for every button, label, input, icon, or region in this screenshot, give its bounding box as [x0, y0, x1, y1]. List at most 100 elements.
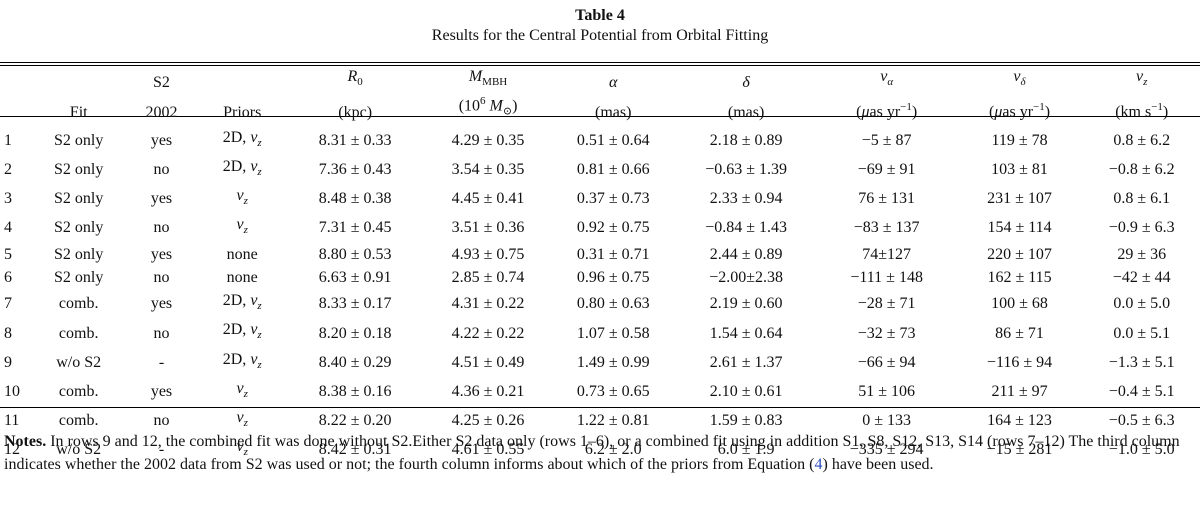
valpha-cell: −28 ± 71: [857, 295, 916, 313]
header-delta: δ: [742, 74, 750, 92]
vz-cell: −1.3 ± 5.1: [1108, 353, 1175, 371]
equation-link[interactable]: 4: [814, 456, 823, 473]
mmbh-cell: 4.29 ± 0.35: [451, 131, 525, 149]
row-number: 6: [4, 269, 12, 287]
alpha-cell: 0.92 ± 0.75: [576, 219, 650, 237]
table-row: 12 w/o S2 - vz 8.42 ± 0.31 4.61 ± 0.55 6.2 ± 2…: [0, 435, 1200, 464]
header-r0: R0: [347, 68, 363, 89]
vdelta-cell: 164 ± 123: [987, 412, 1052, 430]
row-number: 7: [4, 295, 12, 313]
valpha-cell: −335 ± 294: [849, 441, 924, 459]
valpha-cell: 51 ± 106: [858, 382, 916, 400]
results-table: S2 R0 MMBH α δ vα vδ vz Fit 2002 Priors …: [0, 62, 1200, 464]
table-title: Results for the Central Potential from O…: [431, 27, 769, 44]
table-notes: Notes. In rows 9 and 12, the combined fi…: [4, 430, 1194, 476]
alpha-cell: 0.37 ± 0.73: [576, 190, 650, 208]
fit-cell: w/o S2: [56, 441, 102, 459]
valpha-cell: −111 ± 148: [850, 269, 923, 287]
fit-cell: S2 only: [54, 219, 104, 237]
header-priors: Priors: [223, 103, 262, 121]
vz-cell: 0.0 ± 5.0: [1113, 295, 1171, 313]
bottom-rule: [0, 407, 1200, 408]
valpha-cell: −32 ± 73: [857, 324, 916, 342]
vdelta-cell: 154 ± 114: [987, 219, 1052, 237]
vz-cell: −0.9 ± 6.3: [1108, 219, 1175, 237]
row-number: 4: [4, 219, 12, 237]
priors-cell: vz: [236, 216, 248, 237]
row-number: 3: [4, 190, 12, 208]
notes-text-2: ) have been used.: [822, 456, 934, 473]
header-s2: S2: [153, 74, 170, 92]
r0-cell: 8.38 ± 0.16: [318, 382, 392, 400]
fit-cell: S2 only: [54, 269, 104, 287]
table-row: 3 S2 only yes vz 8.48 ± 0.38 4.45 ± 0.41 0.37 …: [0, 184, 1200, 213]
table-row: 10 comb. yes vz 8.38 ± 0.16 4.36 ± 0.21 0.73 ±…: [0, 377, 1200, 406]
priors-cell: vz: [236, 438, 248, 459]
priors-cell: 2D, vz: [222, 157, 262, 179]
alpha-cell: 0.81 ± 0.66: [576, 160, 650, 178]
header-vz: vz: [1136, 68, 1148, 89]
vdelta-cell: −116 ± 94: [986, 353, 1053, 371]
fit-cell: S2 only: [54, 190, 104, 208]
delta-cell: 2.44 ± 0.89: [709, 245, 783, 263]
table-caption: Table 4 Results for the Central Potentia…: [0, 0, 1200, 46]
fit-cell: comb.: [58, 295, 99, 313]
table-body: 1 S2 only yes 2D, vz 8.31 ± 0.33 4.29 ± 0.35 0…: [0, 122, 1200, 465]
delta-cell: −0.63 ± 1.39: [705, 160, 788, 178]
valpha-cell: −83 ± 137: [853, 219, 920, 237]
alpha-cell: 1.49 ± 0.99: [576, 353, 650, 371]
delta-cell: 2.18 ± 0.89: [709, 131, 783, 149]
r0-cell: 8.80 ± 0.53: [318, 245, 392, 263]
row-number: 5: [4, 245, 12, 263]
r0-cell: 8.42 ± 0.31: [318, 441, 392, 459]
header-mmbh: MMBH: [468, 68, 508, 89]
alpha-cell: 6.2 ± 2.0: [584, 441, 642, 459]
s2-2002-cell: no: [153, 219, 170, 237]
valpha-cell: 76 ± 131: [858, 190, 916, 208]
vz-cell: −0.5 ± 6.3: [1108, 412, 1175, 430]
fit-cell: S2 only: [54, 160, 104, 178]
alpha-cell: 0.73 ± 0.65: [576, 382, 650, 400]
s2-2002-cell: -: [158, 441, 165, 459]
row-number: 8: [4, 324, 12, 342]
header-row-1: S2 R0 MMBH α δ vα vδ vz: [0, 62, 1200, 92]
alpha-cell: 1.07 ± 0.58: [576, 324, 650, 342]
alpha-cell: 0.31 ± 0.71: [576, 245, 650, 263]
valpha-cell: −69 ± 91: [857, 160, 916, 178]
r0-cell: 8.48 ± 0.38: [318, 190, 392, 208]
r0-cell: 6.63 ± 0.91: [318, 269, 392, 287]
vdelta-cell: 220 ± 107: [987, 245, 1052, 263]
priors-cell: 2D, vz: [222, 292, 262, 313]
table-row: 11 comb. no vz 8.22 ± 0.20 4.25 ± 0.26 1.22 ± …: [0, 406, 1200, 435]
priors-cell: 2D, vz: [222, 321, 262, 342]
vdelta-cell: −15 ± 281: [986, 441, 1053, 459]
header-fit: Fit: [69, 103, 88, 121]
header-2002: 2002: [145, 103, 178, 121]
delta-cell: 2.33 ± 0.94: [709, 190, 783, 208]
vdelta-cell: 211 ± 97: [991, 382, 1048, 400]
s2-2002-cell: no: [153, 160, 170, 178]
fit-cell: S2 only: [54, 245, 104, 263]
mmbh-cell: 4.22 ± 0.22: [451, 324, 525, 342]
unit-alpha: (mas): [595, 103, 632, 121]
delta-cell: −2.00±2.38: [709, 269, 784, 287]
alpha-cell: 1.22 ± 0.81: [576, 412, 650, 430]
delta-cell: 2.61 ± 1.37: [709, 353, 783, 371]
vdelta-cell: 86 ± 71: [995, 324, 1044, 342]
s2-2002-cell: no: [153, 324, 170, 342]
s2-2002-cell: yes: [150, 295, 173, 313]
r0-cell: 8.20 ± 0.18: [318, 324, 392, 342]
delta-cell: 2.19 ± 0.60: [709, 295, 783, 313]
s2-2002-cell: no: [153, 412, 170, 430]
notes-label: Notes.: [4, 433, 47, 450]
fit-cell: w/o S2: [56, 353, 102, 371]
s2-2002-cell: yes: [150, 131, 173, 149]
notes-text-1: In rows 9 and 12, the combined fit was d…: [4, 433, 1180, 473]
valpha-cell: 74±127: [862, 245, 912, 263]
priors-cell: 2D, vz: [222, 128, 262, 149]
table-row: 9 w/o S2 - 2D, vz 8.40 ± 0.29 4.51 ± 0.49 1.49…: [0, 348, 1200, 377]
priors-cell: 2D, vz: [222, 350, 262, 371]
vz-cell: −0.8 ± 6.2: [1108, 160, 1175, 178]
header-valpha: vα: [880, 68, 894, 89]
